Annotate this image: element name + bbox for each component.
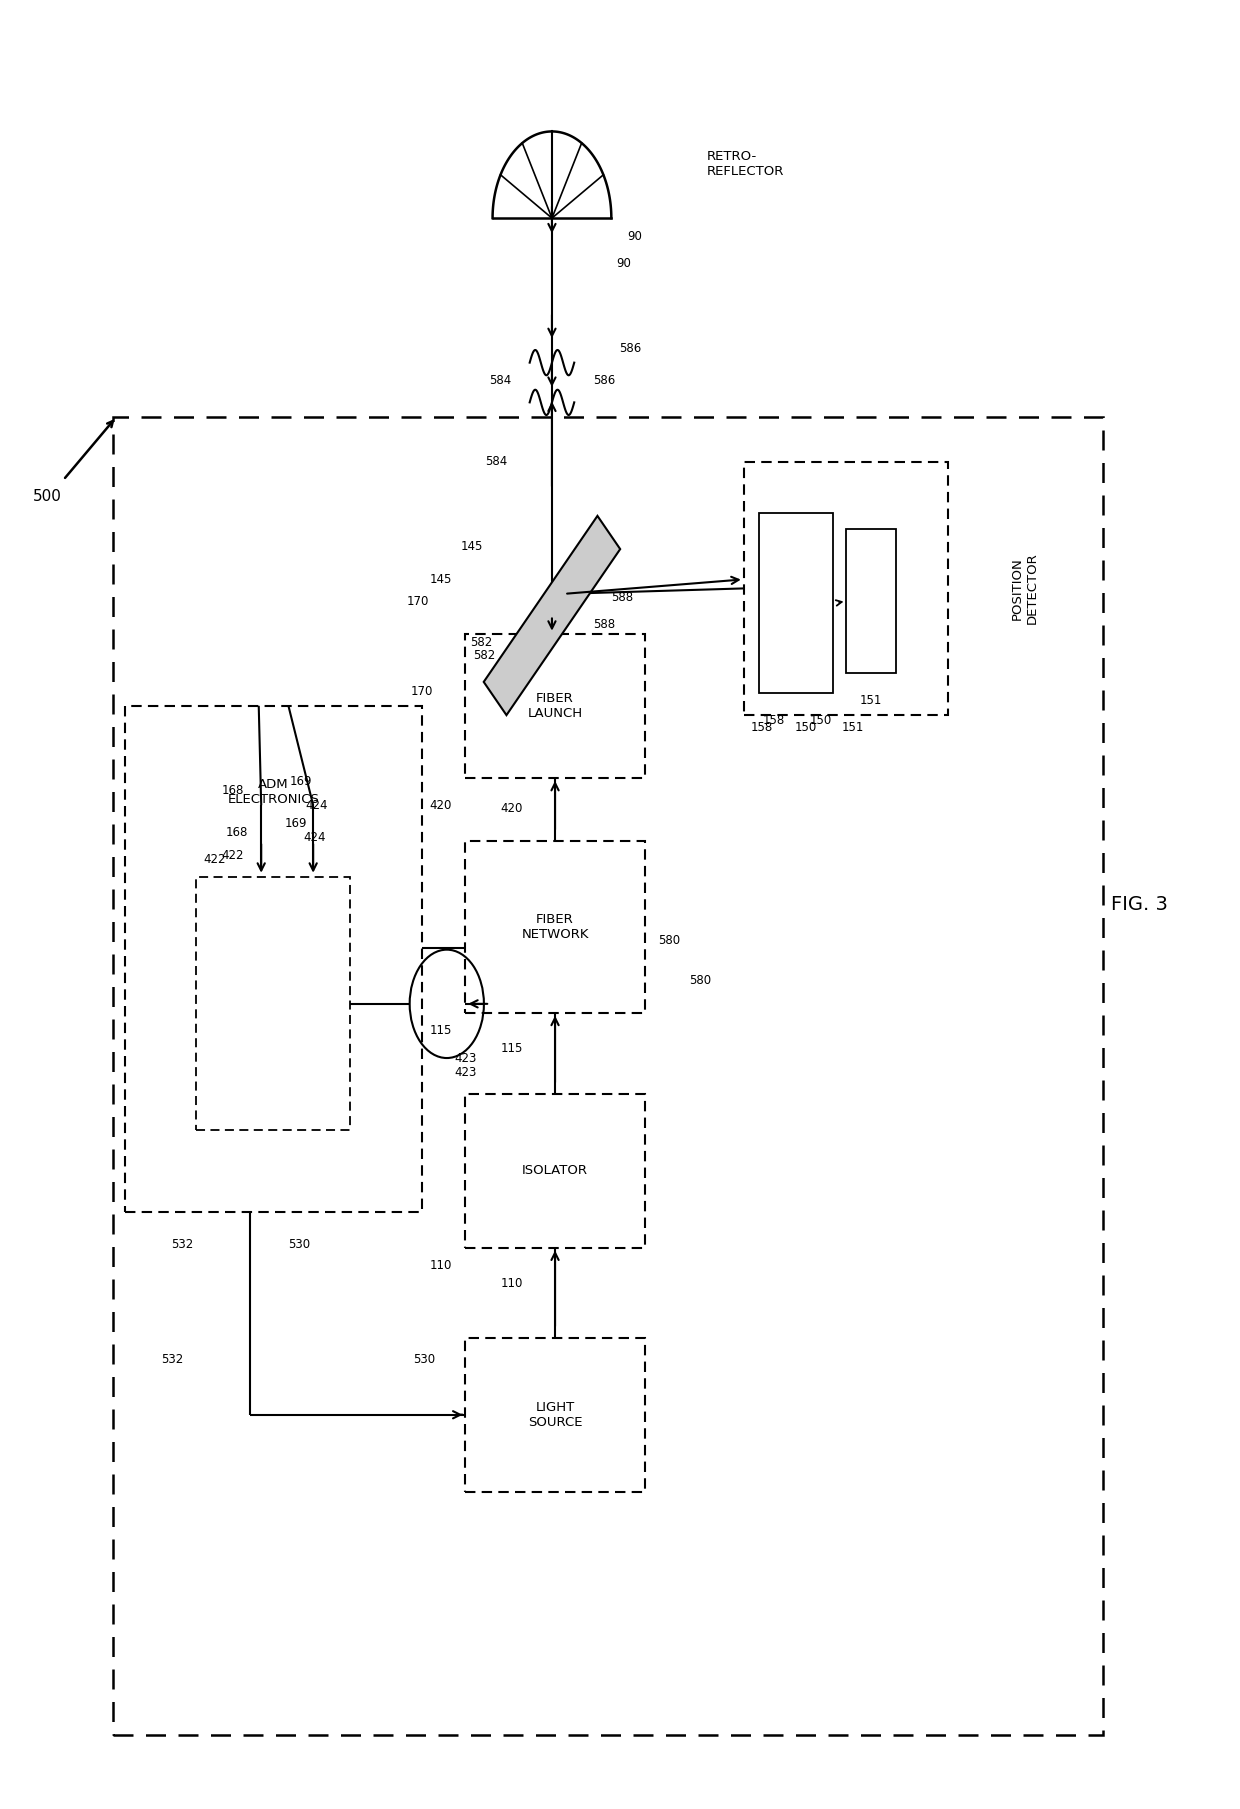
Text: 532: 532	[161, 1353, 184, 1366]
Text: 424: 424	[303, 830, 326, 845]
Text: 90: 90	[616, 257, 631, 270]
Polygon shape	[196, 877, 350, 1131]
Polygon shape	[465, 1094, 645, 1248]
Text: 530: 530	[413, 1353, 435, 1366]
Text: 582: 582	[472, 649, 495, 662]
Text: 424: 424	[305, 798, 329, 812]
Polygon shape	[759, 512, 833, 693]
Text: 584: 584	[485, 456, 507, 469]
Text: 420: 420	[429, 798, 451, 812]
Text: 584: 584	[489, 374, 511, 387]
Text: 420: 420	[501, 801, 523, 816]
Text: 422: 422	[222, 848, 244, 863]
Text: FIBER
LAUNCH: FIBER LAUNCH	[527, 691, 583, 720]
Text: LIGHT
SOURCE: LIGHT SOURCE	[528, 1400, 583, 1429]
Text: 90: 90	[627, 230, 642, 242]
Text: 580: 580	[689, 973, 712, 986]
Text: 170: 170	[410, 686, 433, 698]
Text: 110: 110	[501, 1277, 523, 1290]
Text: 158: 158	[763, 715, 785, 727]
Text: RETRO-
REFLECTOR: RETRO- REFLECTOR	[707, 150, 784, 177]
Text: 586: 586	[593, 374, 615, 387]
Polygon shape	[125, 706, 422, 1212]
Text: 500: 500	[32, 488, 62, 503]
Text: 532: 532	[171, 1237, 193, 1250]
Text: 423: 423	[454, 1066, 476, 1078]
Text: 151: 151	[861, 695, 883, 707]
Polygon shape	[465, 1339, 645, 1492]
Text: 145: 145	[429, 573, 451, 586]
Polygon shape	[465, 633, 645, 778]
Text: 169: 169	[285, 816, 308, 830]
Polygon shape	[744, 461, 947, 715]
Text: 588: 588	[593, 619, 615, 631]
Text: POSITION
DETECTOR: POSITION DETECTOR	[1011, 552, 1039, 624]
Text: 115: 115	[429, 1024, 451, 1037]
Text: 151: 151	[842, 722, 864, 734]
Text: 580: 580	[658, 933, 681, 948]
Text: 582: 582	[470, 637, 492, 649]
Text: 170: 170	[407, 595, 429, 608]
Text: 423: 423	[454, 1051, 476, 1064]
Polygon shape	[847, 528, 897, 673]
Text: 586: 586	[619, 342, 641, 355]
Text: 422: 422	[203, 852, 226, 867]
Text: FIG. 3: FIG. 3	[1111, 895, 1168, 914]
Text: 150: 150	[795, 722, 817, 734]
Text: FIBER
NETWORK: FIBER NETWORK	[521, 914, 589, 941]
Text: 530: 530	[288, 1237, 310, 1250]
Text: 168: 168	[222, 785, 244, 798]
Text: 110: 110	[429, 1259, 451, 1272]
Text: 158: 158	[751, 722, 774, 734]
Text: 588: 588	[611, 592, 634, 604]
Text: 169: 169	[290, 776, 312, 789]
Text: ISOLATOR: ISOLATOR	[522, 1165, 588, 1178]
Polygon shape	[465, 841, 645, 1013]
Text: 115: 115	[501, 1042, 523, 1055]
Text: 145: 145	[460, 541, 482, 554]
Text: ADM
ELECTRONICS: ADM ELECTRONICS	[228, 778, 320, 805]
Polygon shape	[113, 416, 1102, 1735]
Polygon shape	[484, 516, 620, 715]
Text: 150: 150	[810, 715, 832, 727]
Text: 168: 168	[226, 825, 248, 839]
